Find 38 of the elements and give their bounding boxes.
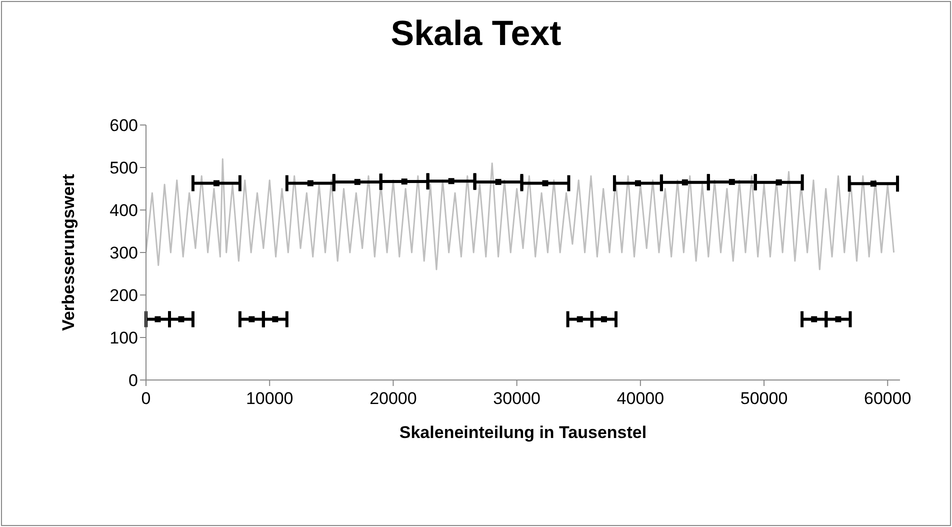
point xyxy=(776,179,782,186)
point xyxy=(495,178,502,185)
point xyxy=(248,316,255,322)
y-tick-label: 500 xyxy=(110,158,138,178)
x-axis-title: Skaleneinteilung in Tausenstel xyxy=(399,423,647,442)
point xyxy=(634,180,641,186)
point xyxy=(448,178,454,184)
x-tick-label: 10000 xyxy=(246,389,294,408)
y-tick-label: 600 xyxy=(110,116,138,136)
point xyxy=(576,316,583,322)
x-tick-label: 30000 xyxy=(493,389,540,408)
x-tick-label: 40000 xyxy=(616,389,664,408)
y-axis-title: Verbesserungswert xyxy=(59,174,78,331)
point xyxy=(870,180,876,187)
chart-title: Skala Text xyxy=(390,14,562,54)
point xyxy=(401,178,408,185)
point xyxy=(682,179,688,186)
point xyxy=(272,316,278,322)
x-tick-label: 20000 xyxy=(370,389,417,408)
x-tick-label: 60000 xyxy=(864,389,912,408)
y-tick-label: 100 xyxy=(110,328,138,348)
point xyxy=(154,316,161,322)
y-tick-label: 400 xyxy=(110,201,138,220)
x-tick-label: 0 xyxy=(141,389,151,408)
line-series xyxy=(146,158,895,270)
x-tick-label: 50000 xyxy=(740,389,788,408)
y-tick-label: 300 xyxy=(110,244,138,263)
point xyxy=(811,316,818,322)
point xyxy=(307,180,314,186)
point xyxy=(178,316,184,322)
point xyxy=(600,316,607,322)
y-tick-label: 0 xyxy=(128,371,138,390)
point xyxy=(835,316,842,322)
point xyxy=(542,180,548,186)
y-tick-label: 200 xyxy=(110,286,138,306)
point xyxy=(354,178,360,185)
point xyxy=(213,180,220,186)
point xyxy=(728,178,735,185)
